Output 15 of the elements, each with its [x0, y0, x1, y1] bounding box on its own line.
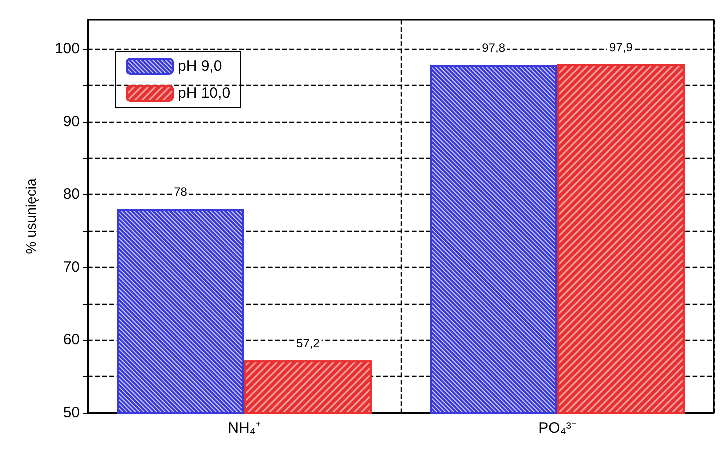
y-tick-label: 70: [63, 258, 80, 276]
legend-label: pH 10,0: [178, 85, 231, 102]
y-tick-label: 50: [63, 404, 80, 422]
x-tick-label: PO₄³⁻: [538, 420, 576, 437]
data-label: 97,8: [482, 41, 506, 56]
x-tick-label: NH₄⁺: [228, 420, 261, 437]
y-tick-label: 90: [63, 113, 80, 130]
data-label: 57,2: [296, 336, 320, 351]
data-label: 97,9: [610, 40, 634, 54]
y-tick-label: 60: [63, 332, 80, 349]
legend-label: pH 9,0: [178, 58, 222, 75]
data-label: 78: [174, 185, 188, 200]
y-tick-label: 100: [54, 40, 80, 58]
y-tick-label: 80: [63, 186, 80, 204]
y-axis-title: % usunięcia: [23, 178, 39, 254]
